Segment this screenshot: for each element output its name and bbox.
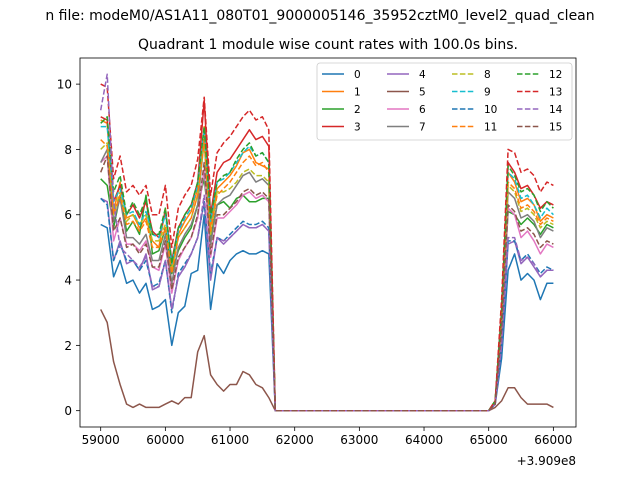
x-tick-label: 59000 [82, 433, 120, 447]
legend-label-9: 9 [484, 87, 491, 99]
legend-label-12: 12 [549, 69, 562, 81]
series-line-9 [100, 125, 554, 412]
series-line-6 [100, 155, 554, 412]
legend-label-8: 8 [484, 69, 491, 81]
series-line-5 [100, 309, 554, 412]
y-tick-label: 8 [64, 143, 72, 157]
x-tick-label: 62000 [276, 433, 314, 447]
series-line-2 [100, 178, 554, 412]
axes: 59000 60000 61000 62000 63000 64000 65000 66000… [57, 57, 577, 468]
x-tick-label: 65000 [470, 433, 508, 447]
legend-label-14: 14 [549, 104, 563, 116]
series-lines [99, 73, 554, 412]
legend-label-15: 15 [549, 122, 562, 134]
x-tick-label: 60000 [146, 433, 184, 447]
x-tick-label: 63000 [340, 433, 378, 447]
legend-label-2: 2 [354, 104, 361, 116]
legend-label-13: 13 [549, 87, 562, 99]
series-line-8 [100, 142, 554, 412]
series-line-4 [100, 197, 554, 412]
x-offset-label: +3.909e8 [517, 454, 576, 468]
legend-label-11: 11 [484, 122, 497, 134]
legend-label-7: 7 [419, 122, 426, 134]
y-tick-label: 2 [64, 339, 72, 353]
figure-title: n file: modeM0/AS1A11_080T01_9000005146_… [45, 8, 594, 24]
y-tick-label: 4 [64, 274, 72, 288]
legend-label-4: 4 [419, 69, 426, 81]
plot-area [99, 73, 554, 412]
legend-label-3: 3 [354, 122, 361, 134]
x-tick-label: 64000 [405, 433, 443, 447]
series-line-10 [100, 197, 554, 412]
legend-label-10: 10 [484, 104, 497, 116]
series-line-15 [100, 155, 554, 412]
series-line-11 [100, 138, 554, 412]
legend-label-1: 1 [354, 87, 361, 99]
chart-title: Quadrant 1 module wise count rates with … [138, 37, 518, 53]
x-tick-label: 66000 [534, 433, 572, 447]
series-line-13 [100, 83, 554, 412]
y-tick-label: 6 [64, 208, 72, 222]
series-line-1 [100, 119, 554, 412]
series-line-7 [100, 138, 554, 412]
legend-label-6: 6 [419, 104, 426, 116]
x-tick-label: 61000 [211, 433, 249, 447]
axes-frame [79, 57, 577, 428]
series-line-3 [100, 99, 554, 412]
y-tick-label: 10 [57, 78, 72, 92]
series-line-12 [100, 116, 554, 412]
legend-label-5: 5 [419, 87, 426, 99]
series-line-0 [100, 213, 554, 412]
legend-label-0: 0 [354, 69, 361, 81]
legend-box [316, 62, 573, 141]
y-tick-label: 0 [64, 404, 72, 418]
